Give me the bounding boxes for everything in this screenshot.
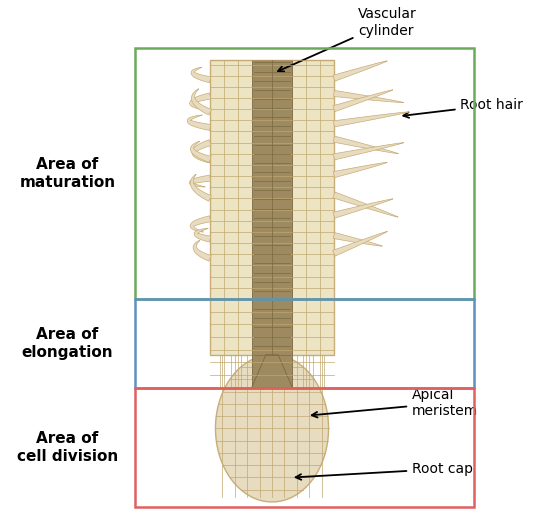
Text: Area of
maturation: Area of maturation xyxy=(20,157,115,190)
Polygon shape xyxy=(251,60,293,388)
Text: Area of
elongation: Area of elongation xyxy=(22,327,113,360)
Polygon shape xyxy=(333,136,399,154)
Polygon shape xyxy=(187,115,211,130)
Polygon shape xyxy=(190,216,211,232)
Polygon shape xyxy=(333,61,387,81)
Polygon shape xyxy=(251,355,293,388)
Polygon shape xyxy=(210,355,334,502)
Polygon shape xyxy=(210,60,334,355)
Polygon shape xyxy=(190,93,211,110)
Text: Root cap: Root cap xyxy=(295,462,473,480)
Polygon shape xyxy=(333,192,398,217)
Bar xyxy=(135,48,474,299)
Polygon shape xyxy=(190,174,212,201)
Polygon shape xyxy=(190,141,211,162)
Text: Root hair: Root hair xyxy=(403,98,523,118)
Text: Vascular
cylinder: Vascular cylinder xyxy=(278,7,417,71)
Polygon shape xyxy=(333,90,404,102)
Text: Apical
meristem: Apical meristem xyxy=(312,388,478,418)
Polygon shape xyxy=(333,90,393,111)
Bar xyxy=(135,299,474,388)
Polygon shape xyxy=(333,199,393,218)
Polygon shape xyxy=(333,233,382,246)
Polygon shape xyxy=(189,175,211,187)
Polygon shape xyxy=(191,67,211,83)
Polygon shape xyxy=(194,228,211,242)
Polygon shape xyxy=(332,232,387,256)
Polygon shape xyxy=(191,89,212,115)
Polygon shape xyxy=(193,240,211,261)
Polygon shape xyxy=(192,140,211,163)
Polygon shape xyxy=(333,162,387,177)
Bar xyxy=(135,388,474,507)
Polygon shape xyxy=(333,143,404,160)
Polygon shape xyxy=(333,112,409,127)
Text: Area of
cell division: Area of cell division xyxy=(17,431,118,464)
